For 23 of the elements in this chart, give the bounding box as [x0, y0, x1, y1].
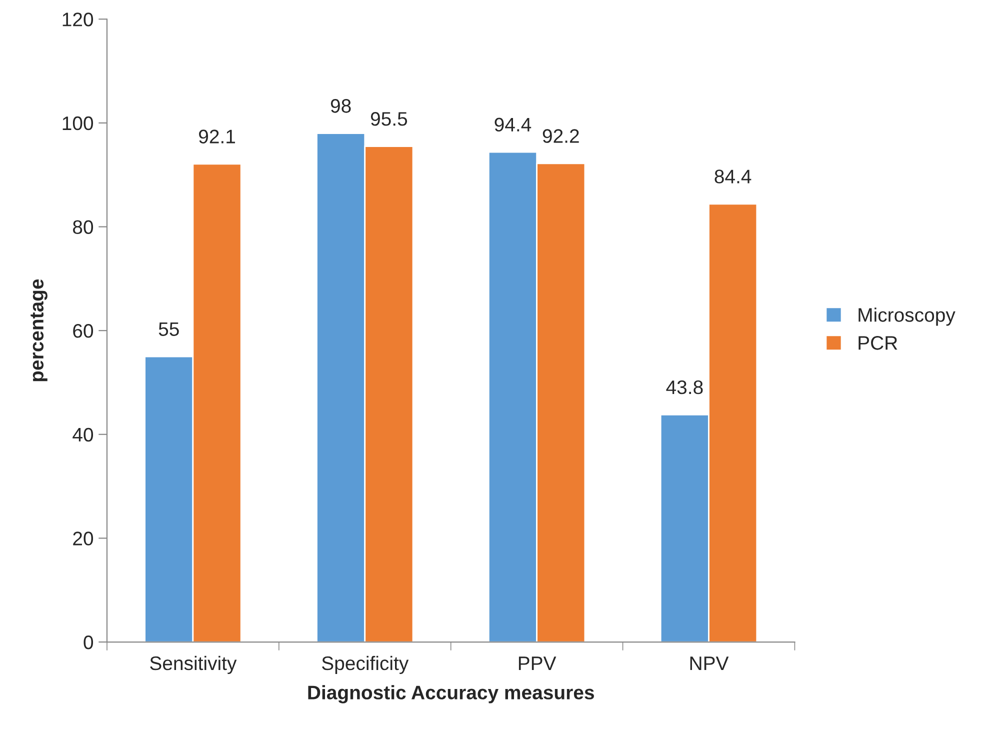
data-label: 92.2: [542, 129, 579, 143]
y-tick-label: 40: [72, 428, 94, 442]
x-axis-title: Diagnostic Accuracy measures: [308, 685, 594, 704]
data-label: 92.1: [199, 130, 235, 144]
x-tick-label: Sensitivity: [150, 656, 237, 674]
y-tick-label: 120: [62, 12, 94, 26]
y-axis-title: percentage: [30, 279, 48, 382]
y-tick-label: 20: [73, 532, 94, 546]
x-tick-label: NPV: [690, 656, 729, 670]
data-label: 43.8: [666, 380, 703, 394]
x-tick-label: PPV: [518, 656, 556, 670]
y-tick-label: 60: [73, 324, 94, 338]
x-tick-label: Specificity: [322, 656, 409, 674]
data-label: 94.4: [494, 118, 532, 132]
y-tick-label: 80: [73, 220, 94, 234]
legend-label: Microscopy: [858, 308, 956, 326]
data-label: 55: [158, 322, 179, 336]
y-tick-label: 100: [62, 116, 94, 130]
data-label: 98: [330, 99, 351, 113]
data-label: 84.4: [714, 170, 752, 184]
y-tick-label: 0: [84, 635, 94, 650]
legend-label: PCR: [858, 336, 898, 350]
data-label: 95.5: [370, 112, 408, 126]
